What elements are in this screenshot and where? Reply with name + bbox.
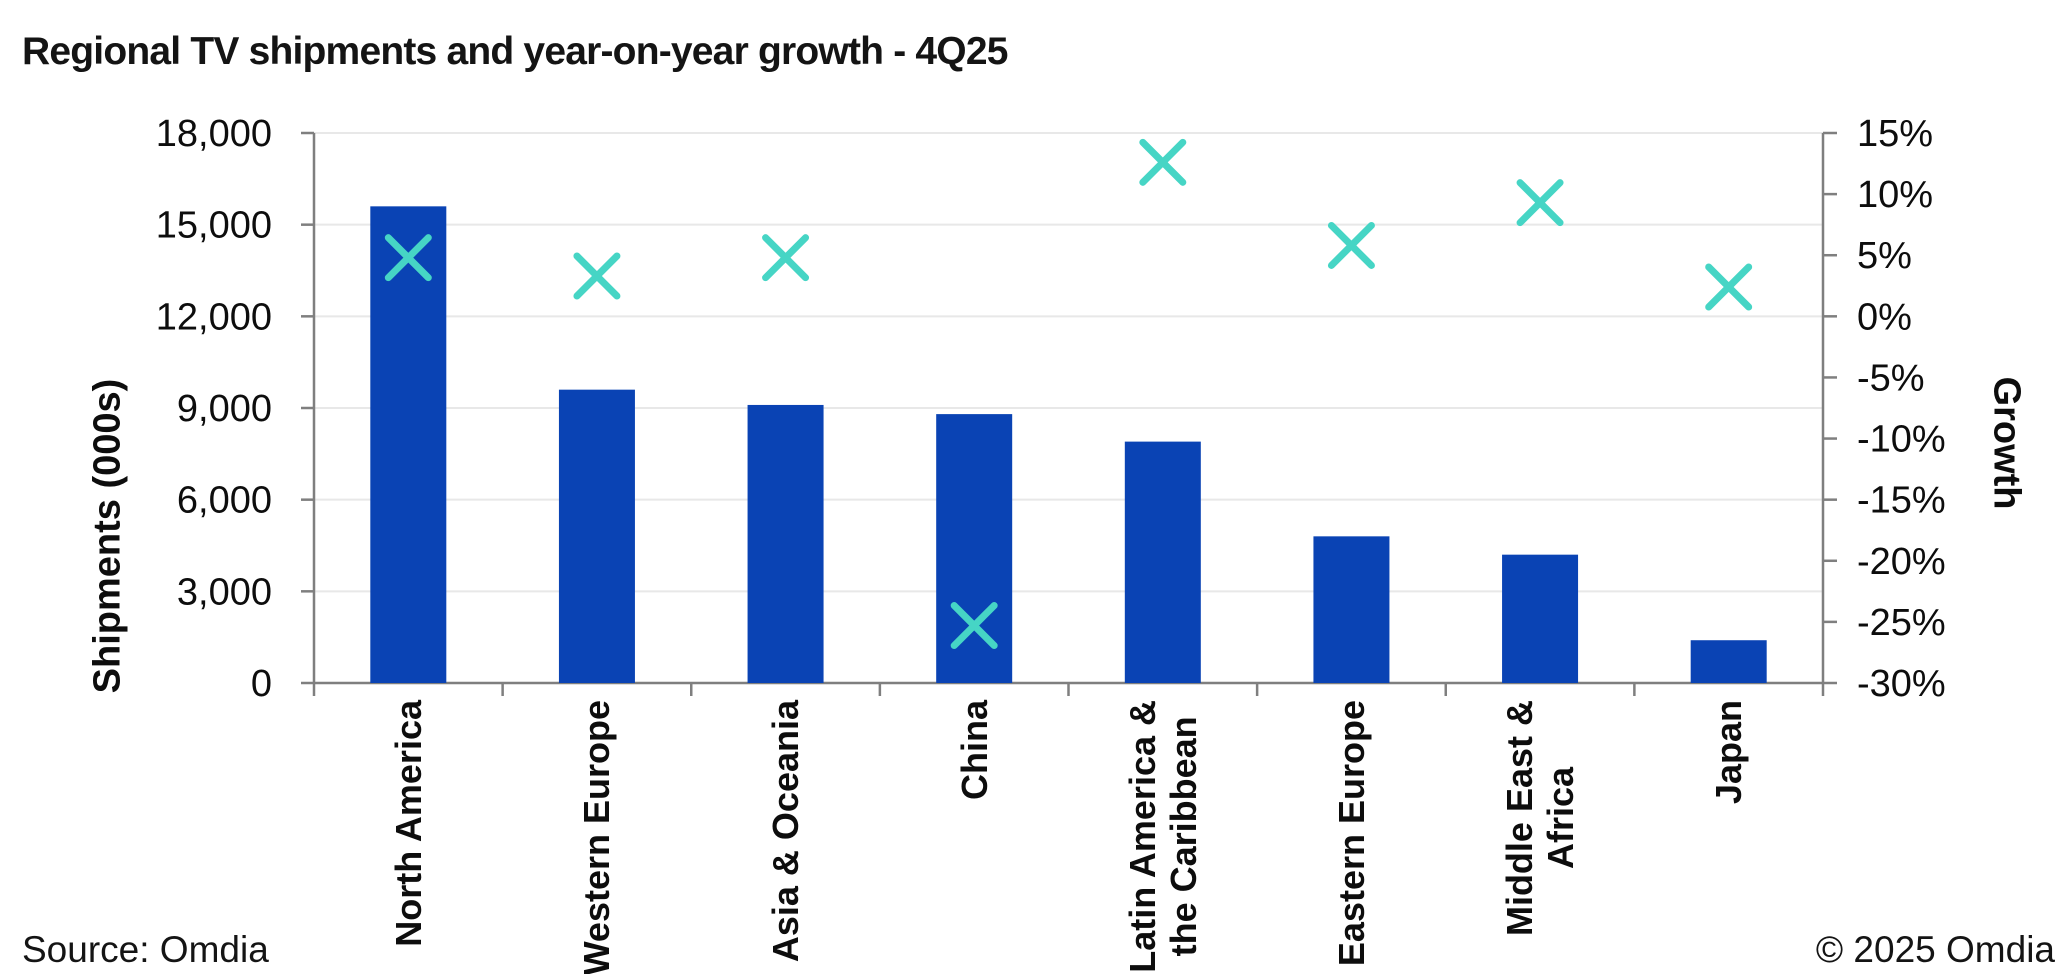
bar-eastern-europe [1313,536,1390,683]
left-axis-tick-label: 0 [251,663,272,705]
right-axis-tick-label: -20% [1857,541,1946,583]
bar-japan [1690,640,1767,683]
bar-middle-east-africa [1502,554,1579,683]
right-axis-tick-label: 0% [1857,296,1912,338]
copyright-note: © 2025 Omdia [1815,929,2055,970]
growth-marker-asia-oceania [762,234,810,282]
growth-marker-eastern-europe [1327,221,1375,269]
bar-asia-oceania [747,404,824,683]
right-axis-tick-label: -15% [1857,480,1946,522]
left-axis-tick-label: 9,000 [177,388,272,430]
source-note: Source: Omdia [22,929,269,970]
left-axis-tick-label: 15,000 [156,205,272,247]
bar-china [936,414,1013,683]
bar-north-america [370,206,447,684]
growth-marker-japan [1705,263,1753,311]
right-axis-tick-label: -5% [1857,357,1925,399]
growth-marker-western-europe [573,252,621,300]
growth-marker-latin-america-the-caribbean [1139,138,1187,186]
right-axis-tick-label: 5% [1857,235,1912,277]
left-axis-tick-label: 6,000 [177,480,272,522]
chart-title: Regional TV shipments and year-on-year g… [22,30,1008,73]
bar-western-europe [558,389,635,683]
bar-latin-america-the-caribbean [1124,441,1201,683]
right-axis-tick-label: -10% [1857,419,1946,461]
left-axis-tick-label: 3,000 [177,571,272,613]
growth-marker-china [950,602,998,650]
growth-marker-north-america [384,234,432,282]
growth-marker-middle-east-africa [1516,179,1564,227]
right-axis-tick-label: -30% [1857,663,1946,705]
left-axis-title: Shipments (000s) [86,378,129,694]
right-axis-tick-label: 15% [1857,113,1933,155]
left-axis-tick-label: 12,000 [156,296,272,338]
right-axis-tick-label: 10% [1857,174,1933,216]
right-axis-tick-label: -25% [1857,602,1946,644]
left-axis-tick-label: 18,000 [156,113,272,155]
right-axis-title: Growth [1985,376,2028,510]
